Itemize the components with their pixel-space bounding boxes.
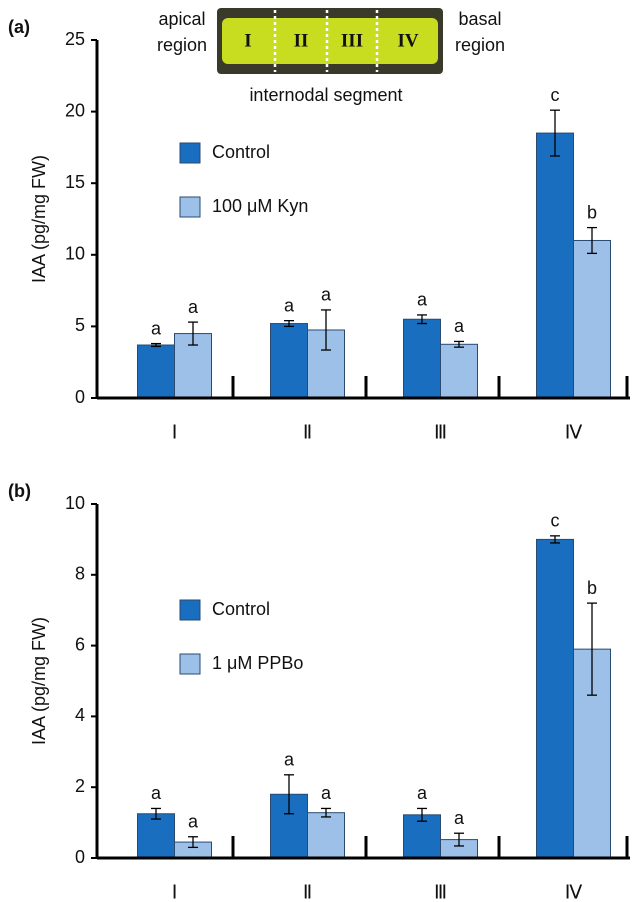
error-bar [321,309,331,351]
error-bar [321,807,331,818]
y-tick-label: 10 [65,493,85,513]
error-bar [151,807,161,820]
error-bar [417,807,427,822]
y-axis-label: IAA (pg/mg FW) [29,155,49,283]
inset-label: III [341,30,363,51]
y-tick-label: 10 [65,244,85,264]
significance-letter: b [587,202,597,222]
significance-letter: c [551,511,560,531]
panel-label: (b) [8,481,31,501]
x-tick-label: Ⅱ [303,422,312,443]
x-tick-label: Ⅰ [172,882,178,902]
error-bar [454,832,464,847]
y-tick-label: 15 [65,172,85,192]
y-tick-label: 5 [75,315,85,335]
bar [307,812,345,859]
y-tick-label: 8 [75,564,85,584]
annotation: apical [158,9,205,29]
error-bar [284,320,294,328]
significance-letter: a [188,812,199,832]
error-bar [151,342,161,348]
annotation: region [455,35,505,55]
significance-letter: a [454,808,465,828]
significance-letter: a [321,783,332,803]
legend-swatch [179,653,201,675]
bar [137,344,175,399]
annotation: region [157,35,207,55]
bar [536,538,574,859]
inset-label: IV [397,30,418,51]
legend-label: Control [212,142,270,162]
legend-label: 100 μM Kyn [212,196,308,216]
y-axis-label: IAA (pg/mg FW) [29,617,49,745]
bar [573,239,611,399]
significance-letter: a [151,318,162,338]
significance-letter: a [284,750,295,770]
x-tick-label: Ⅳ [565,882,583,902]
inset-dividers [273,10,379,72]
y-tick-label: 20 [65,100,85,120]
significance-letter: c [551,85,560,105]
annotation: basal [458,9,501,29]
y-tick-label: 0 [75,847,85,867]
error-bar [550,535,560,544]
legend-swatch [179,142,201,164]
x-tick-label: Ⅳ [565,422,583,443]
significance-letter: a [188,297,199,317]
y-tick-label: 4 [75,705,85,725]
legend-swatch [179,599,201,621]
significance-letter: a [454,316,465,336]
error-bar [454,340,464,348]
legend-label: Control [212,599,270,619]
x-tick-label: Ⅲ [434,882,447,902]
x-tick-label: Ⅰ [172,422,178,443]
panel-label: (a) [8,17,30,37]
x-tick-label: Ⅱ [303,882,312,902]
significance-letter: b [587,578,597,598]
error-bar [417,314,427,325]
bar [440,343,478,399]
significance-letter: a [417,290,428,310]
y-tick-label: 25 [65,29,85,49]
error-bar [587,226,597,255]
inset-label: I [244,30,251,51]
y-tick-label: 2 [75,776,85,796]
significance-letter: a [321,285,332,305]
significance-letter: a [284,295,295,315]
legend-label: 1 μM PPBo [212,653,303,673]
bar [403,318,441,399]
x-tick-label: Ⅲ [434,422,447,443]
bar [403,814,441,859]
annotation: internodal segment [249,85,402,105]
significance-letter: a [151,783,162,803]
bar [137,813,175,859]
error-bar [188,321,198,346]
error-bar [550,109,560,157]
error-bar [587,602,597,696]
significance-letter: a [417,783,428,803]
error-bar [284,774,294,815]
y-tick-label: 0 [75,387,85,407]
legend-swatch [179,196,201,218]
bar [270,323,308,399]
error-bar [188,836,198,849]
bar [536,132,574,399]
y-tick-label: 6 [75,634,85,654]
inset-label: II [294,30,309,51]
